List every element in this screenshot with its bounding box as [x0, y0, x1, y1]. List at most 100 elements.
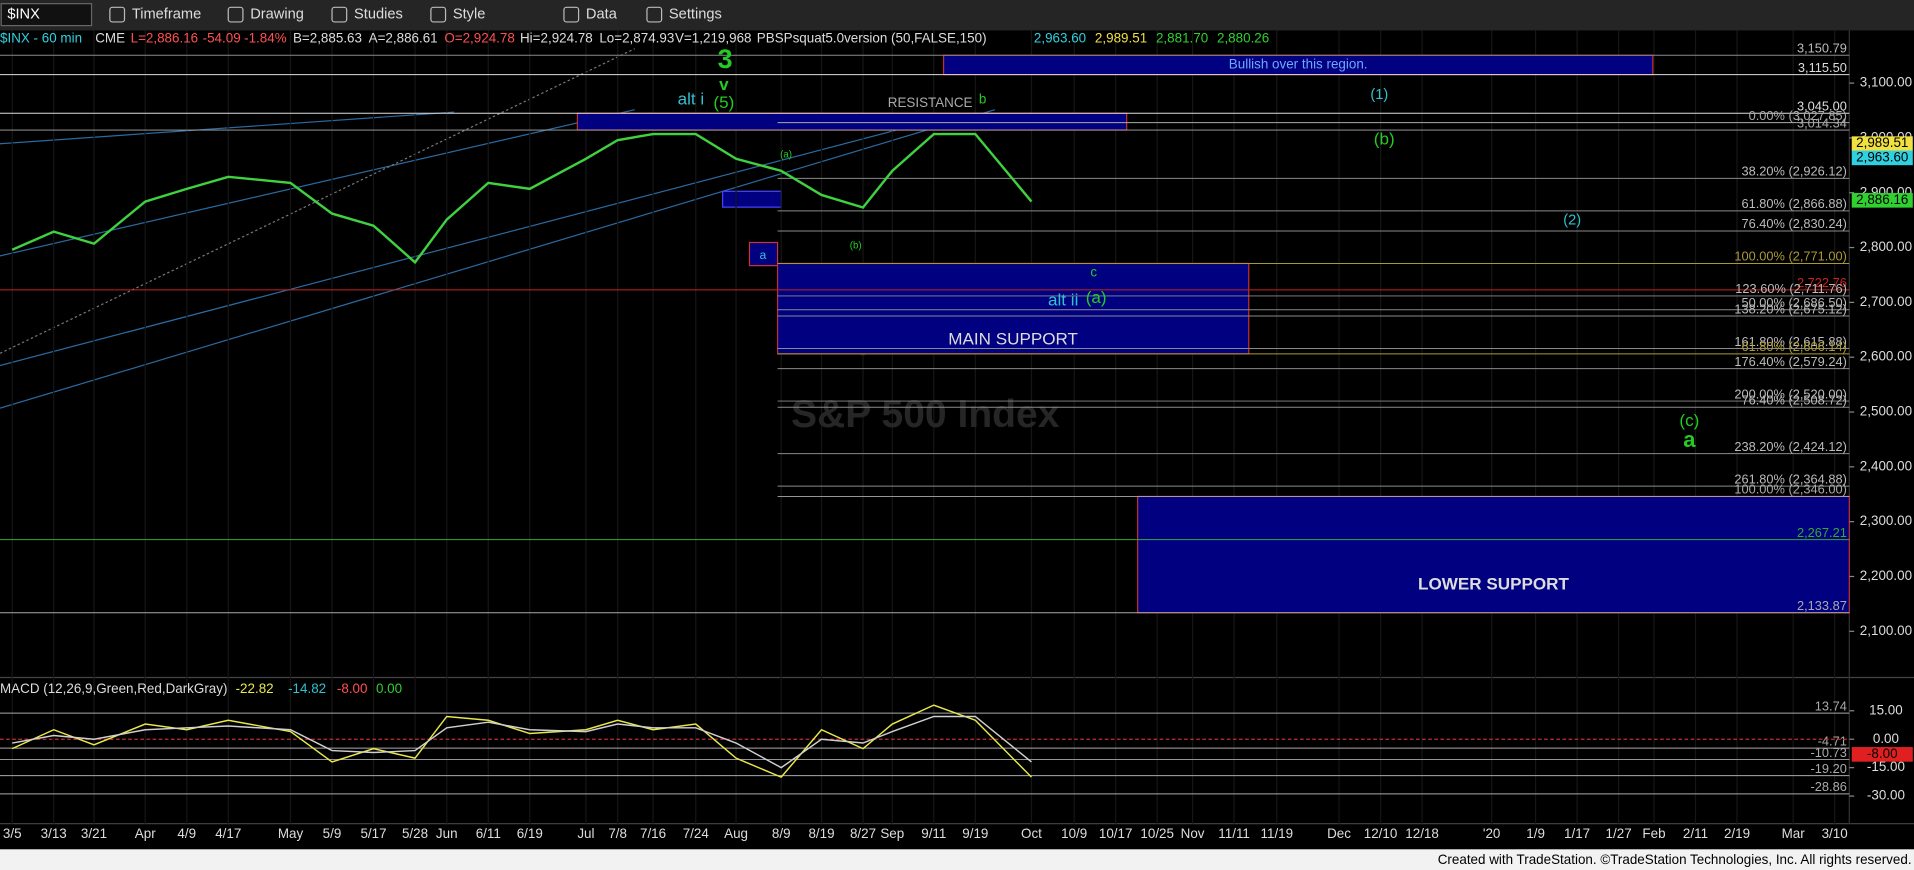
level-label: 0.00% (3,027.85) — [1749, 108, 1847, 123]
header-item: Hi=2,924.78 — [520, 31, 593, 46]
level-label: 176.40% (2,579.24) — [1734, 354, 1847, 369]
wave-label: b — [979, 91, 986, 106]
x-tick-label: Oct — [1021, 826, 1042, 841]
x-tick-label: May — [278, 826, 304, 841]
toolbar-button[interactable]: Settings — [669, 6, 722, 22]
y-tick-label: -15.00 — [1867, 759, 1905, 774]
x-tick-label: 12/10 — [1364, 826, 1398, 841]
macd-readout: 0.00 — [376, 681, 402, 696]
level-label: 138.20% (2,675.12) — [1734, 301, 1847, 316]
level-label: 13.74 — [1815, 698, 1847, 713]
x-tick-label: 4/17 — [215, 826, 241, 841]
wave-label: (b) — [1374, 130, 1395, 149]
wave-label: (a) — [1086, 288, 1107, 307]
level-label: 61.80% (2,606.14) — [1741, 339, 1846, 354]
plot-background — [0, 30, 1914, 850]
level-label: 161.80% (2,615.88) — [1734, 334, 1847, 349]
x-tick-label: 12/18 — [1405, 826, 1439, 841]
header-item: A=2,886.61 — [369, 31, 438, 46]
x-tick-label: 9/19 — [962, 826, 988, 841]
header-item: B=2,885.63 — [293, 31, 362, 46]
price-tag-label: -8.00 — [1867, 746, 1898, 761]
level-label: -28.86 — [1811, 779, 1847, 794]
wave-label: (2) — [1563, 212, 1581, 228]
x-tick-label: Sep — [880, 826, 904, 841]
price-tag-label: 2,963.60 — [1856, 149, 1908, 164]
wave-label: a — [760, 248, 767, 262]
wave-box — [722, 190, 782, 208]
level-label: 100.00% (2,771.00) — [1734, 249, 1847, 264]
x-tick-label: 7/24 — [683, 826, 710, 841]
toolbar-button[interactable]: Style — [453, 6, 486, 22]
toolbar-button[interactable]: Timeframe — [132, 6, 201, 22]
x-tick-label: '20 — [1483, 826, 1501, 841]
channel-lines — [0, 109, 996, 409]
level-label: 3,014.34 — [1797, 115, 1847, 130]
symbol[interactable]: $INX — [7, 6, 40, 22]
toolbar-button[interactable]: Drawing — [250, 6, 304, 22]
y-tick-label: 2,700.00 — [1860, 294, 1912, 309]
x-tick-label: 9/11 — [921, 826, 946, 841]
macd-readout: -8.00 — [337, 681, 368, 696]
macd-title: MACD (12,26,9,Green,Red,DarkGray) — [0, 681, 227, 696]
x-tick-label: 10/9 — [1061, 826, 1087, 841]
x-tick-label: Jul — [577, 826, 594, 841]
x-tick-label: 3/5 — [3, 826, 22, 841]
header-item: -54.09 — [203, 31, 241, 46]
x-tick-label: 3/21 — [81, 826, 107, 841]
level-label: -10.73 — [1811, 745, 1847, 760]
zone — [576, 112, 1128, 131]
price-tag-label: 2,989.51 — [1856, 135, 1908, 150]
zone-label: LOWER SUPPORT — [1418, 574, 1569, 593]
header-item: -1.84% — [244, 31, 287, 46]
x-tick-label: 11/11 — [1218, 826, 1250, 841]
zone-label: MAIN SUPPORT — [948, 329, 1078, 348]
x-tick-label: Aug — [724, 826, 748, 841]
x-tick-label: Jun — [436, 826, 458, 841]
wave-label: alt i — [678, 89, 705, 108]
wave-box — [748, 241, 779, 267]
toolbar-button[interactable]: Data — [586, 6, 618, 22]
channel-line — [0, 121, 928, 367]
y-tick-label: 2,200.00 — [1860, 568, 1912, 583]
macd-readout: -14.82 — [288, 681, 326, 696]
toolbar-icon — [563, 6, 580, 23]
watermark: S&P 500 Index — [791, 393, 1060, 436]
level-label: 100.00% (2,346.00) — [1734, 482, 1847, 497]
series-line — [11, 132, 1033, 265]
x-tick-label: 5/17 — [360, 826, 386, 841]
x-tick-label: 5/28 — [402, 826, 428, 841]
wave-label: c — [1090, 264, 1097, 279]
x-tick-label: Feb — [1642, 826, 1665, 841]
header-item: 2,963.60 — [1034, 31, 1086, 46]
level-label: 3,150.79 — [1797, 41, 1847, 56]
level-label: 76.40% (2,830.24) — [1741, 216, 1846, 231]
header-item: 2,881.70 — [1156, 31, 1208, 46]
x-tick-label: 2/19 — [1724, 826, 1750, 841]
toolbar-button[interactable]: Studies — [354, 6, 403, 22]
price-tag — [1851, 150, 1913, 166]
price-tag — [1851, 193, 1913, 208]
symbol-box[interactable] — [0, 3, 93, 27]
footer-bar — [0, 849, 1914, 870]
level-label: 38.20% (2,926.12) — [1741, 164, 1846, 179]
series-line — [12, 715, 1032, 769]
level-label: -4.71 — [1818, 733, 1847, 748]
y-tick-label: 2,100.00 — [1860, 623, 1912, 638]
level-label: 3,115.50 — [1798, 60, 1847, 75]
x-tick-label: 5/9 — [323, 826, 342, 841]
wave-label: (b) — [850, 241, 862, 252]
x-tick-label: 1/9 — [1526, 826, 1545, 841]
toolbar-icon — [331, 6, 348, 23]
level-label: 76.40% (2,508.72) — [1741, 393, 1846, 408]
level-label: 261.80% (2,364.88) — [1734, 471, 1847, 486]
x-tick-label: 8/27 — [850, 826, 876, 841]
x-tick-label: 1/27 — [1606, 826, 1632, 841]
wave-label: (1) — [1370, 87, 1388, 103]
wave-label: 3 — [718, 44, 733, 74]
level-label: -19.20 — [1811, 761, 1847, 776]
toolbar-icon — [430, 6, 447, 23]
x-tick-label: Nov — [1181, 826, 1205, 841]
level-label: 200.00% (2,520.00) — [1734, 386, 1847, 401]
